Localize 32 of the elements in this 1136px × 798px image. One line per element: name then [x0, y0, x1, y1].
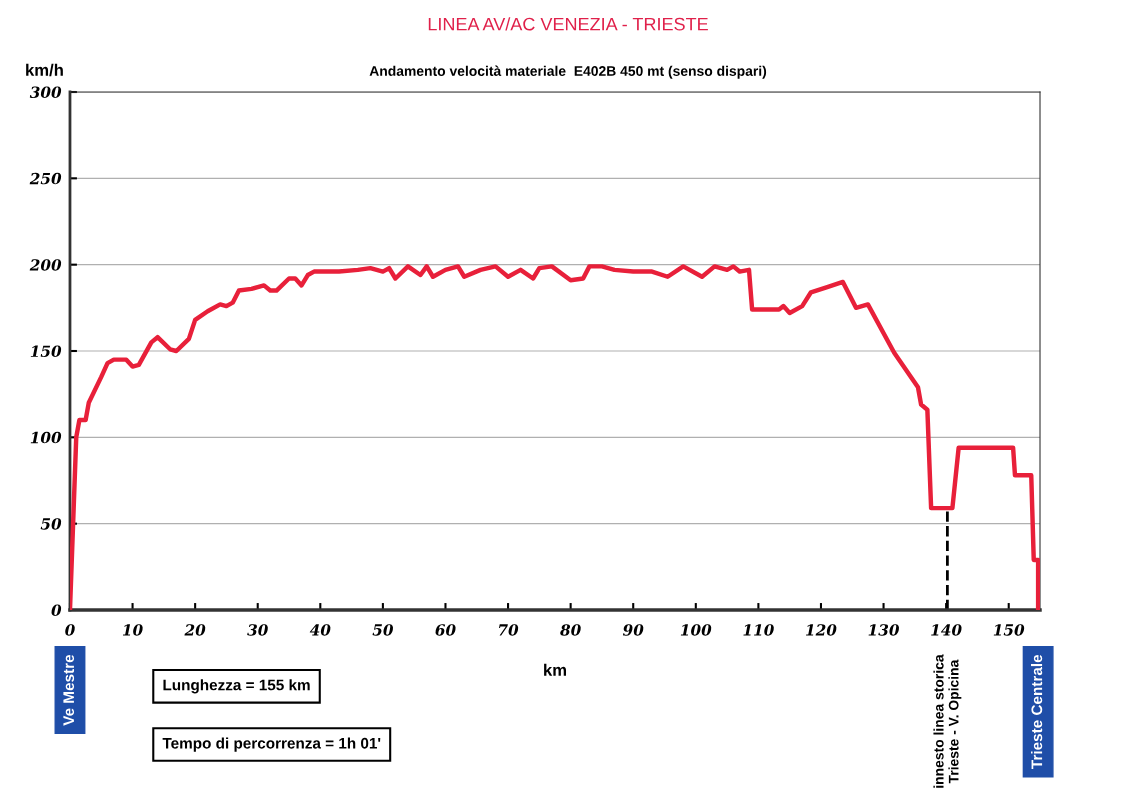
x-tick-label: 10	[122, 624, 143, 636]
x-tick-label: 0	[65, 624, 75, 636]
x-tick-label: 90	[622, 624, 644, 636]
x-tick-label: 20	[184, 624, 206, 636]
x-tick-label: 40	[309, 624, 331, 636]
x-tick-label: 120	[806, 624, 837, 636]
text: Tempo di percorrenza = 1h 01'	[162, 737, 381, 752]
y-tick-label: 150	[30, 345, 62, 358]
x-tick-label: 100	[680, 624, 712, 636]
text: Lunghezza = 155 km	[163, 679, 310, 694]
x-tick-label: 70	[499, 624, 519, 636]
annotation: Ve Mestre	[63, 654, 75, 726]
x-tick-label: 80	[560, 624, 581, 636]
x-tick-label: 60	[435, 624, 456, 636]
x-tick-label: 140	[931, 624, 962, 636]
chart-subtitle: Andamento velocità materiale E402B 450 mt (senso dispari)	[369, 65, 767, 79]
x-tick-label: 130	[868, 624, 899, 636]
y-tick-label: 100	[30, 431, 62, 444]
y-tick-label: 250	[29, 172, 62, 185]
x-tick-label: 110	[743, 624, 774, 636]
y-tick-label: 0	[51, 604, 62, 617]
annotation: Trieste Centrale	[1031, 654, 1043, 769]
y-tick-label: 300	[29, 86, 62, 99]
ref-line-label: innesto linea storica Trieste - V. Opicina	[933, 654, 962, 788]
y-tick-label: 200	[29, 259, 62, 271]
x-axis-title: km	[544, 663, 566, 676]
chart-title: LINEA AV/AC VENEZIA - TRIESTE	[428, 17, 708, 31]
x-tick-label: 50	[372, 624, 394, 636]
y-axis-title: km/h	[26, 63, 63, 77]
y-tick-label: 50	[40, 518, 62, 530]
x-tick-label: 150	[993, 624, 1025, 636]
x-tick-label: 30	[247, 624, 268, 636]
